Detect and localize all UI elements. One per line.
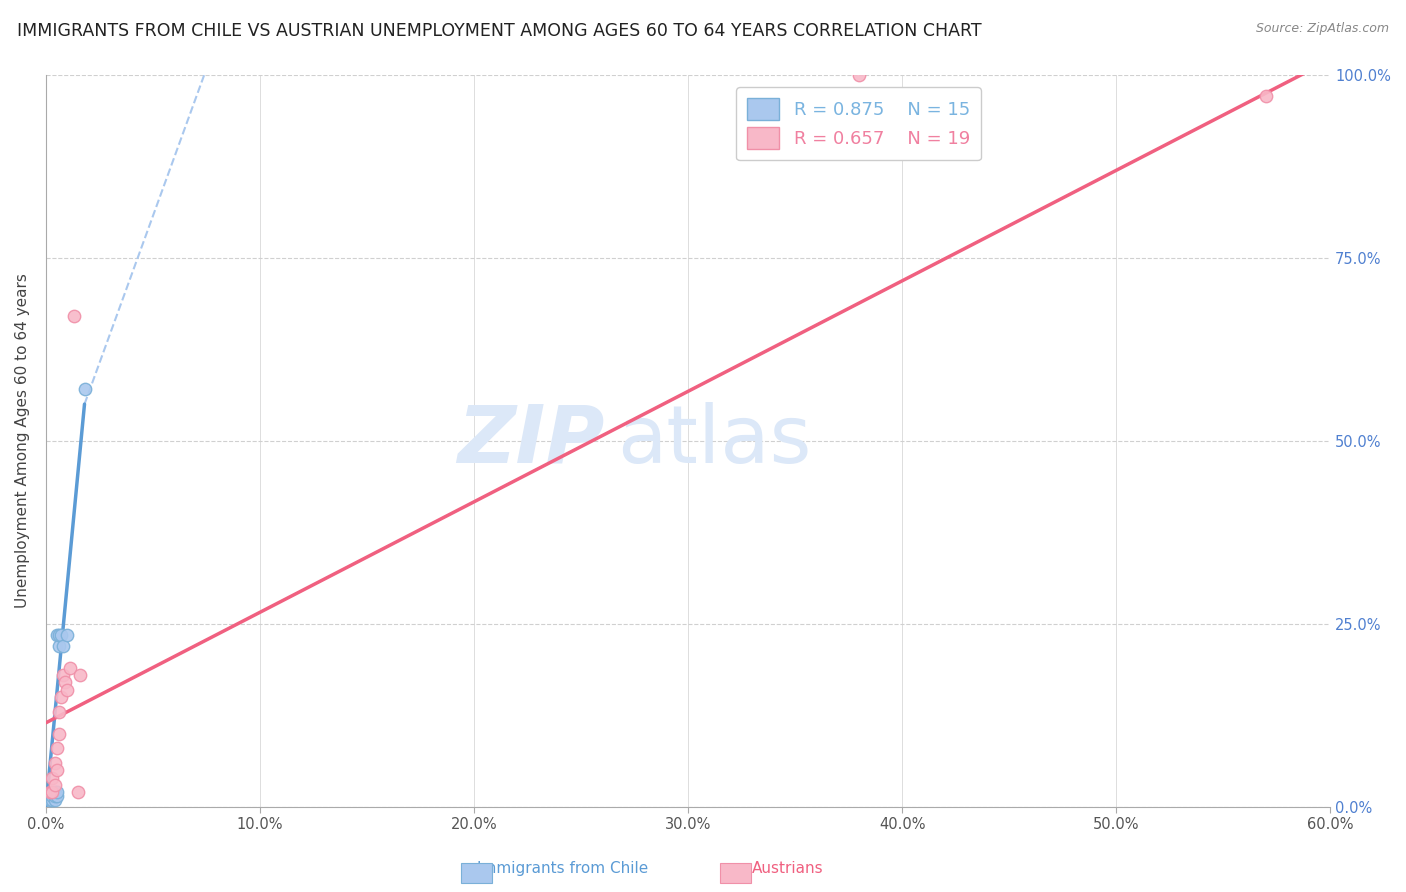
- Point: [39, 785, 62, 799]
- Point: [48, 628, 70, 642]
- Text: IMMIGRANTS FROM CHILE VS AUSTRIAN UNEMPLOYMENT AMONG AGES 60 TO 64 YEARS CORRELA: IMMIGRANTS FROM CHILE VS AUSTRIAN UNEMPL…: [17, 22, 981, 40]
- Point: [41, 771, 63, 785]
- Point: [52, 639, 75, 653]
- Point: [48, 727, 70, 741]
- Point: [67, 785, 90, 799]
- Point: [58, 661, 80, 675]
- Point: [848, 68, 870, 82]
- Point: [45, 789, 67, 803]
- Text: Source: ZipAtlas.com: Source: ZipAtlas.com: [1256, 22, 1389, 36]
- Point: [44, 789, 66, 803]
- Point: [56, 682, 79, 697]
- Point: [48, 705, 70, 719]
- Point: [56, 628, 79, 642]
- Point: [73, 383, 96, 397]
- Point: [44, 785, 66, 799]
- Point: [45, 785, 67, 799]
- Point: [49, 628, 72, 642]
- Point: [48, 639, 70, 653]
- Point: [45, 764, 67, 778]
- Point: [52, 668, 75, 682]
- Text: Immigrants from Chile: Immigrants from Chile: [477, 861, 648, 876]
- Y-axis label: Unemployment Among Ages 60 to 64 years: Unemployment Among Ages 60 to 64 years: [15, 273, 30, 608]
- Point: [44, 792, 66, 806]
- Point: [53, 675, 76, 690]
- Point: [45, 628, 67, 642]
- Point: [44, 756, 66, 770]
- Text: Austrians: Austrians: [752, 861, 823, 876]
- Point: [45, 741, 67, 756]
- Point: [49, 690, 72, 705]
- Point: [62, 310, 84, 324]
- Text: atlas: atlas: [617, 401, 811, 480]
- Point: [41, 792, 63, 806]
- Point: [41, 785, 63, 799]
- Point: [41, 789, 63, 803]
- Point: [69, 668, 91, 682]
- Text: ZIP: ZIP: [457, 401, 605, 480]
- Point: [39, 792, 62, 806]
- Legend: R = 0.875    N = 15, R = 0.657    N = 19: R = 0.875 N = 15, R = 0.657 N = 19: [735, 87, 981, 161]
- Point: [44, 778, 66, 792]
- Point: [1254, 89, 1277, 103]
